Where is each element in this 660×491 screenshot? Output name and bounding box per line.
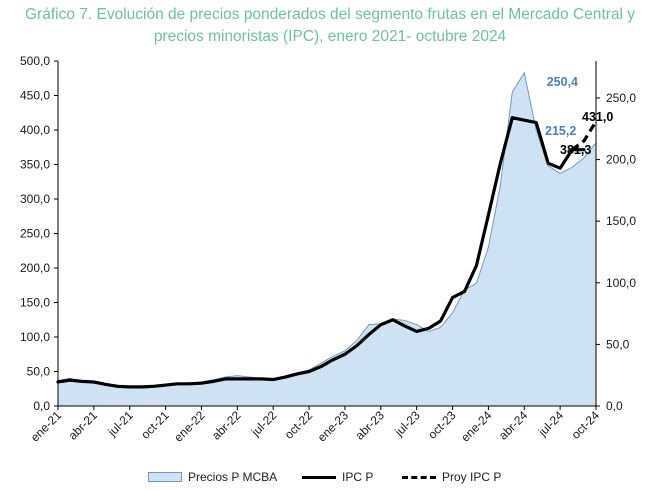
left-axis-tick-label: 100,0 bbox=[20, 330, 50, 344]
x-axis-tick-label: oct-24 bbox=[569, 408, 603, 442]
right-axis-tick-label: 250,0 bbox=[606, 91, 636, 105]
right-axis-tick-label: 100,0 bbox=[606, 276, 636, 290]
x-axis-tick-label: abr-21 bbox=[66, 408, 101, 443]
legend-swatch-area bbox=[148, 472, 182, 482]
x-axis-tick-label: oct-23 bbox=[425, 408, 459, 442]
chart-title-line-2: precios minoristas (IPC), enero 2021- oc… bbox=[153, 28, 507, 45]
x-axis-tick-label: oct-22 bbox=[282, 408, 316, 442]
chart-legend: Precios P MCBA IPC P Proy IPC P bbox=[0, 468, 660, 488]
x-axis-tick-label: jul-22 bbox=[248, 408, 280, 440]
data-label: 250,4 bbox=[547, 75, 578, 89]
x-axis-tick-label: ene-23 bbox=[315, 408, 352, 445]
left-axis-tick-label: 500,0 bbox=[20, 54, 50, 68]
left-axis-tick-label: 150,0 bbox=[20, 296, 50, 310]
x-axis-tick-label: ene-21 bbox=[28, 408, 65, 445]
x-axis-tick-label: jul-24 bbox=[535, 408, 567, 440]
right-axis-tick-label: 150,0 bbox=[606, 214, 636, 228]
series-line-proy-ipc bbox=[571, 120, 598, 151]
series-line-ipc bbox=[56, 116, 586, 389]
left-axis-tick-label: 300,0 bbox=[20, 192, 50, 206]
legend-item-precios-mcba: Precios P MCBA bbox=[148, 470, 277, 484]
left-axis-tick-label: 200,0 bbox=[20, 261, 50, 275]
x-axis-tick-label: jul-23 bbox=[391, 408, 423, 440]
legend-item-proy-ipc: Proy IPC P bbox=[402, 470, 501, 484]
x-axis-tick-label: ene-24 bbox=[458, 408, 495, 445]
left-axis-tick-label: 350,0 bbox=[20, 158, 50, 172]
legend-swatch-line bbox=[302, 475, 336, 479]
x-axis-tick-label: jul-21 bbox=[104, 408, 136, 440]
left-axis-tick-label: 0,0 bbox=[33, 399, 50, 413]
legend-label-proy-ipc: Proy IPC P bbox=[442, 470, 502, 484]
data-label: 381,3 bbox=[560, 143, 591, 157]
legend-label-precios-mcba: Precios P MCBA bbox=[188, 470, 278, 484]
left-axis-tick-label: 50,0 bbox=[27, 365, 51, 379]
x-axis-tick-label: abr-22 bbox=[209, 408, 244, 443]
chart-title-line-1: Gráfico 7. Evolución de precios ponderad… bbox=[24, 6, 635, 23]
right-axis-tick-label: 0,0 bbox=[606, 399, 623, 413]
x-axis-tick-label: oct-21 bbox=[138, 408, 172, 442]
left-axis-tick-label: 250,0 bbox=[20, 227, 50, 241]
data-label: 215,2 bbox=[545, 124, 576, 138]
chart-title: Gráfico 7. Evolución de precios ponderad… bbox=[0, 4, 660, 48]
left-axis-tick-label: 400,0 bbox=[20, 123, 50, 137]
right-axis-tick-label: 50,0 bbox=[606, 337, 630, 351]
legend-item-ipc: IPC P bbox=[302, 470, 373, 484]
x-axis-tick-label: ene-22 bbox=[171, 408, 208, 445]
legend-label-ipc: IPC P bbox=[342, 470, 374, 484]
data-label: 431,0 bbox=[582, 110, 613, 124]
legend-swatch-dashed bbox=[402, 475, 436, 479]
x-axis-tick-label: abr-24 bbox=[496, 408, 531, 443]
x-axis-tick-label: abr-23 bbox=[352, 408, 387, 443]
series-area-precios-mcba bbox=[58, 72, 596, 406]
left-axis-tick-label: 450,0 bbox=[20, 89, 50, 103]
right-axis-tick-label: 200,0 bbox=[606, 153, 636, 167]
